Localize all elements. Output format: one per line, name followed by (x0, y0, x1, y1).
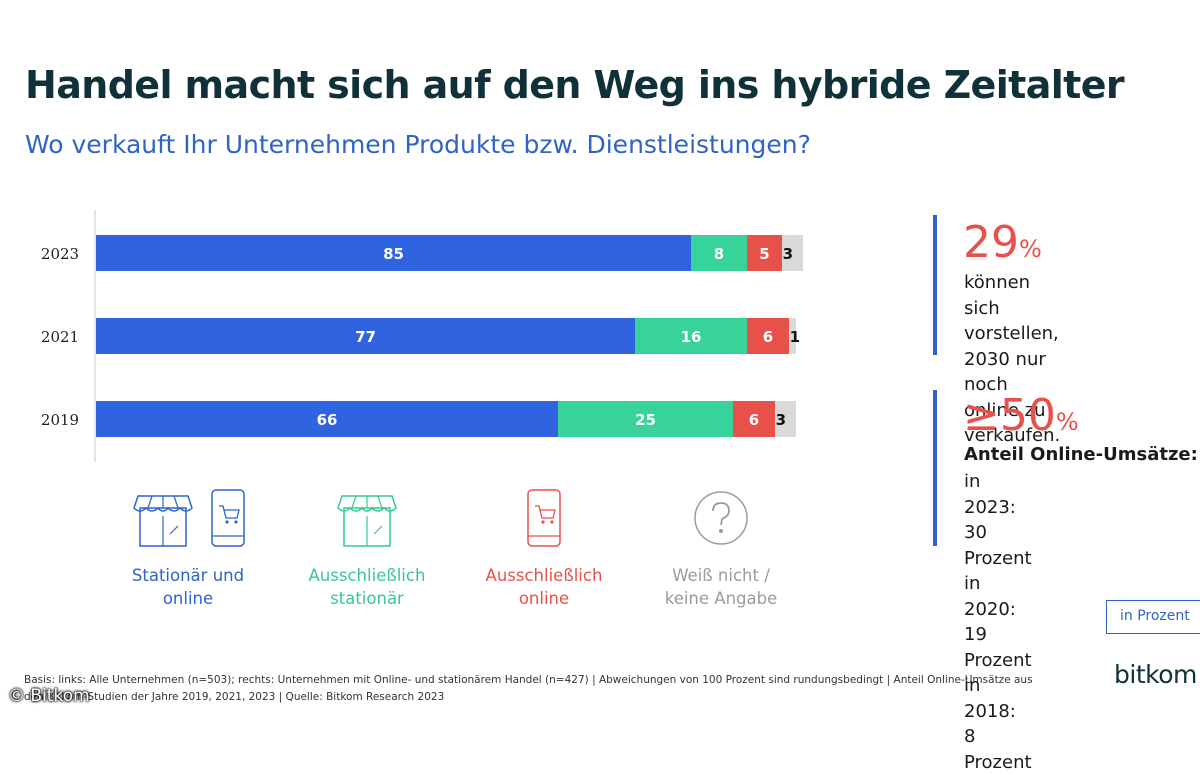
stat-value-unit: % (1055, 408, 1079, 436)
legend-label: Ausschließlich stationär (308, 566, 426, 608)
data-label: 5 (759, 245, 769, 263)
y-tick-label: 2019 (41, 411, 79, 429)
bar-segment (96, 318, 635, 354)
legend-item: Weiß nicht / keine Angabe (646, 488, 796, 610)
bar-segment (635, 318, 747, 354)
stat-description: können sich vorstellen, 2030 nur noch on… (964, 272, 1061, 446)
y-tick-label: 2023 (41, 245, 79, 263)
legend-label: Weiß nicht / keine Angabe (664, 566, 778, 608)
store-icon (334, 490, 400, 552)
data-label: 6 (763, 328, 773, 346)
y-tick-label: 2021 (41, 328, 79, 346)
smartphone-cart-icon (526, 488, 562, 552)
copyright-watermark: © Bitkom (8, 686, 90, 706)
bar-segment (789, 318, 796, 354)
stat-value-unit: % (1019, 235, 1042, 263)
chart-title: Handel macht sich auf den Weg ins hybrid… (25, 63, 1125, 107)
legend-icons (469, 488, 619, 552)
question-icon (691, 488, 751, 552)
unit-label: in Prozent (1106, 600, 1200, 634)
bar-segment (775, 401, 796, 437)
bar-segment (558, 401, 733, 437)
legend-icons (113, 488, 263, 552)
legend-label: Stationär und online (131, 566, 245, 608)
stat-block-accent-bar (933, 215, 937, 355)
stat-value-number: 29 (963, 217, 1019, 268)
legend-item: Ausschließlich stationär (292, 488, 442, 610)
data-label: 1 (790, 328, 800, 346)
smartphone-cart-icon (210, 488, 246, 552)
bitkom-logo: bitkom (1114, 660, 1197, 689)
bar-segment (691, 235, 747, 271)
legend-item: Ausschließlich online (469, 488, 619, 610)
data-label: 66 (317, 411, 338, 429)
data-label: 6 (749, 411, 759, 429)
bar-segment (747, 235, 782, 271)
stat-value-number: ≥50 (963, 390, 1056, 441)
data-label: 85 (383, 245, 404, 263)
legend-icons (292, 488, 442, 552)
bar-segment (747, 318, 789, 354)
data-label: 77 (355, 328, 376, 346)
data-label: 3 (776, 411, 786, 429)
chart-subtitle: Wo verkauft Ihr Unternehmen Produkte bzw… (25, 130, 811, 159)
bar-segment (96, 235, 691, 271)
stat-value: 29% (963, 217, 1042, 268)
bar-segment (733, 401, 775, 437)
data-label: 8 (714, 245, 724, 263)
footnote: Basis: links: Alle Unternehmen (n=503); … (24, 674, 1033, 703)
legend-icons (646, 488, 796, 552)
stat-description: in 2023: 30 Prozent in 2020: 19 Prozent … (964, 471, 1032, 773)
stat-value: ≥50% (963, 390, 1079, 441)
data-label: 16 (681, 328, 702, 346)
bar-segment (96, 401, 558, 437)
legend-label: Ausschließlich online (485, 566, 603, 608)
data-label: 25 (635, 411, 656, 429)
store-icon (130, 490, 196, 552)
bar-segment (782, 235, 803, 271)
data-label: 3 (783, 245, 793, 263)
stat-heading: Anteil Online-Umsätze: (964, 444, 1198, 465)
stat-block-accent-bar (933, 390, 937, 546)
legend-item: Stationär und online (113, 488, 263, 610)
